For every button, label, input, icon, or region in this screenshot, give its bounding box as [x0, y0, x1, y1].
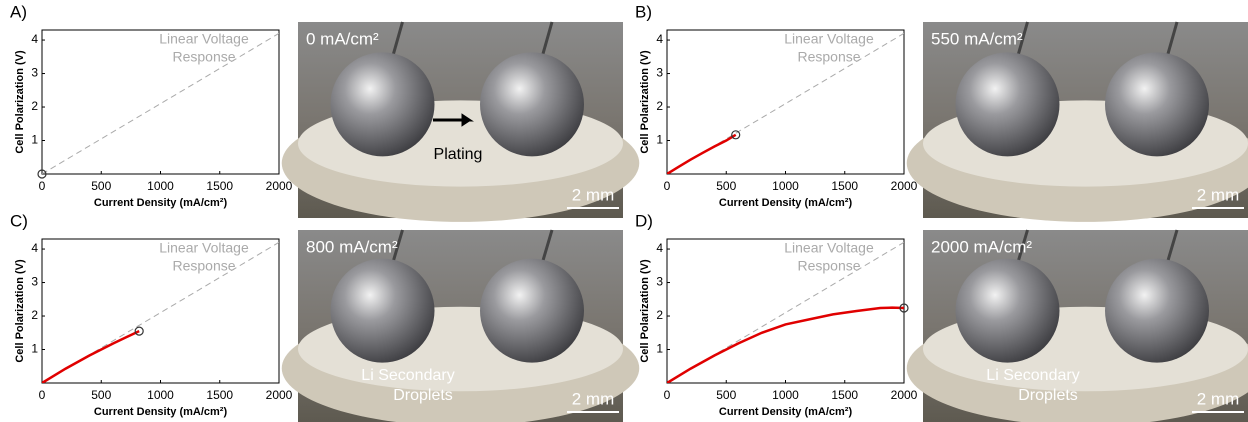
y-axis-label: Cell Polarization (V) — [14, 259, 26, 363]
y-tick-label: 3 — [31, 275, 38, 289]
photo-note: Li Secondary — [361, 367, 454, 384]
scale-label: 2 mm — [572, 185, 615, 204]
y-tick-label: 4 — [656, 241, 663, 255]
panel-label: A) — [10, 2, 27, 21]
data-line — [42, 331, 139, 383]
y-axis-label: Cell Polarization (V) — [639, 259, 651, 363]
x-tick-label: 2000 — [266, 179, 293, 193]
y-tick-label: 3 — [31, 66, 38, 80]
x-tick-label: 500 — [716, 179, 736, 193]
photo-label: 2000 mA/cm² — [931, 237, 1032, 256]
x-tick-label: 1000 — [772, 179, 799, 193]
annotation: Linear Voltage — [159, 240, 249, 256]
x-tick-label: 1500 — [206, 388, 233, 402]
x-tick-label: 1000 — [147, 388, 174, 402]
photo: 0 mA/cm² 2 mm Plating — [282, 22, 640, 222]
photo-label: 800 mA/cm² — [306, 237, 398, 256]
panel-label: D) — [635, 211, 653, 230]
x-tick-label: 2000 — [266, 388, 293, 402]
x-axis-label: Current Density (mA/cm²) — [719, 197, 853, 209]
y-tick-label: 1 — [656, 342, 663, 356]
photo: 800 mA/cm² 2 mm Li Secondary Droplets — [282, 230, 640, 422]
x-tick-label: 1500 — [831, 388, 858, 402]
scale-label: 2 mm — [1197, 185, 1240, 204]
annotation: Response — [172, 258, 235, 274]
x-tick-label: 1000 — [147, 179, 174, 193]
y-axis-label: Cell Polarization (V) — [14, 50, 26, 154]
panel-label: C) — [10, 211, 28, 230]
x-tick-label: 1500 — [831, 179, 858, 193]
x-tick-label: 0 — [664, 388, 671, 402]
y-tick-label: 3 — [656, 275, 663, 289]
y-tick-label: 2 — [31, 99, 38, 113]
scale-label: 2 mm — [1197, 389, 1240, 408]
x-tick-label: 1000 — [772, 388, 799, 402]
figure: A)05001000150020001234Current Density (m… — [0, 0, 1248, 422]
x-tick-label: 500 — [91, 179, 111, 193]
y-tick-label: 1 — [31, 133, 38, 147]
photo: 550 mA/cm² 2 mm — [907, 22, 1248, 222]
y-tick-label: 2 — [656, 99, 663, 113]
y-tick-label: 1 — [656, 133, 663, 147]
sphere — [956, 259, 1060, 363]
sphere — [480, 52, 584, 156]
x-tick-label: 0 — [39, 179, 46, 193]
y-tick-label: 4 — [656, 32, 663, 46]
photo-label: 550 mA/cm² — [931, 29, 1023, 48]
y-tick-label: 2 — [656, 308, 663, 322]
data-line — [667, 308, 904, 383]
y-axis-label: Cell Polarization (V) — [639, 50, 651, 154]
x-tick-label: 1500 — [206, 179, 233, 193]
x-tick-label: 0 — [664, 179, 671, 193]
panel-label: B) — [635, 2, 652, 21]
sphere — [480, 259, 584, 363]
y-tick-label: 4 — [31, 241, 38, 255]
annotation: Linear Voltage — [784, 31, 874, 47]
sphere — [956, 52, 1060, 156]
photo-note: Droplets — [1018, 387, 1078, 404]
x-tick-label: 500 — [716, 388, 736, 402]
photo-note: Droplets — [393, 387, 453, 404]
photo-label: 0 mA/cm² — [306, 29, 379, 48]
y-tick-label: 4 — [31, 32, 38, 46]
x-tick-label: 0 — [39, 388, 46, 402]
photo-note: Plating — [434, 146, 483, 163]
annotation: Response — [172, 49, 235, 65]
sphere — [331, 259, 435, 363]
annotation: Response — [797, 258, 860, 274]
reference-line — [42, 33, 279, 174]
x-tick-label: 2000 — [891, 179, 918, 193]
annotation: Response — [797, 49, 860, 65]
sphere — [1105, 259, 1209, 363]
annotation: Linear Voltage — [784, 240, 874, 256]
x-tick-label: 500 — [91, 388, 111, 402]
y-tick-label: 1 — [31, 342, 38, 356]
x-tick-label: 2000 — [891, 388, 918, 402]
y-tick-label: 3 — [656, 66, 663, 80]
sphere — [331, 52, 435, 156]
y-tick-label: 2 — [31, 308, 38, 322]
x-axis-label: Current Density (mA/cm²) — [94, 197, 228, 209]
data-line — [667, 135, 736, 174]
sphere — [1105, 52, 1209, 156]
scale-label: 2 mm — [572, 389, 615, 408]
x-axis-label: Current Density (mA/cm²) — [719, 406, 853, 418]
photo-note: Li Secondary — [986, 367, 1079, 384]
photo: 2000 mA/cm² 2 mm Li Secondary Droplets — [907, 230, 1248, 422]
x-axis-label: Current Density (mA/cm²) — [94, 406, 228, 418]
annotation: Linear Voltage — [159, 31, 249, 47]
